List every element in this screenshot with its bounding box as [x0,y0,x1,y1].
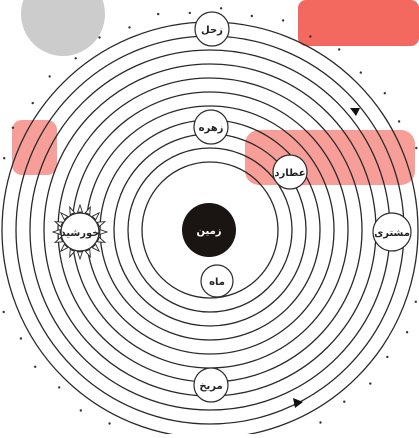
sun-ray [96,221,107,228]
direction-arrow-right [350,108,360,116]
sun-ray [84,205,91,216]
star-dot [74,57,77,60]
star-dot [397,120,401,123]
moon-label: ماه [209,277,225,288]
star-dot [19,337,23,340]
star-dot [343,400,346,403]
star-dot [31,101,34,105]
orbit-ring [141,161,279,299]
venus-body: زهره [193,109,229,145]
sun-body: خورشید [51,203,109,261]
star-dot [319,421,322,424]
star-dot [34,365,37,368]
sun-ray [84,248,91,259]
star-dot [2,157,6,160]
star-dot [2,310,5,314]
sun-ray [76,251,84,261]
star-dot [405,331,409,334]
sun-ray [53,221,64,228]
star-dot [386,355,389,359]
sun-ray [59,211,69,221]
star-dot [108,422,111,425]
watermark-red-blob-top [298,0,419,46]
sun-ray [59,243,69,253]
star-dot [250,14,253,18]
sun-ray [96,236,107,243]
sun-ray [51,228,61,236]
star-dot [219,7,223,10]
star-dot [58,386,61,389]
orbit-ring [127,147,293,313]
moon-body: ماه [200,264,234,298]
star-dot [98,36,101,39]
jupiter-label: مشتری [374,228,410,239]
venus-label: زهره [199,123,224,134]
star-dot [309,35,312,38]
direction-arrow-bottom [293,398,303,408]
watermark-gray-blob [21,0,105,56]
star-dot [11,126,15,129]
saturn-body: زحل [194,11,230,47]
sun-ray [91,243,101,253]
sun-ray [91,211,101,221]
star-dot [281,19,285,22]
sun-ray [69,205,76,216]
jupiter-body: مشتری [372,212,412,252]
sun-rays [51,203,109,261]
star-dot [79,409,83,412]
earth-label: زمین [196,226,221,237]
fixed-stars [2,7,418,425]
star-dot [157,12,160,16]
star-dot [383,92,386,95]
star-dot [369,382,372,385]
sun-ray [69,248,76,259]
star-dot [188,11,191,15]
star-dot [128,26,131,29]
mercury-body: عطارد [272,154,308,190]
sun-ray [53,236,64,243]
star-dot [338,48,341,51]
sun-label: خورشید [61,228,100,239]
mars-body: مریخ [193,367,229,403]
star-dot [48,75,51,78]
mercury-label: عطارد [274,168,305,179]
saturn-label: زحل [201,25,223,36]
star-dot [359,71,362,74]
earth-body: زمین [182,203,236,257]
sun-ray [76,203,84,213]
mars-label: مریخ [199,381,222,392]
star-dot [414,300,417,303]
sun-ray [99,228,109,236]
earth-disc [182,203,236,257]
star-dot [415,146,418,150]
